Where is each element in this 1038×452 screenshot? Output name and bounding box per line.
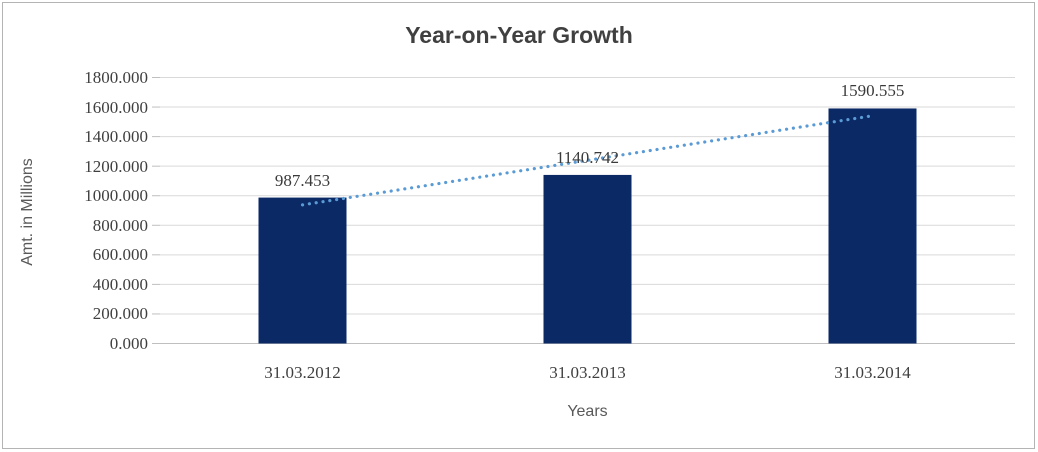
bar-value-label: 1140.742: [555, 147, 620, 167]
x-axis-title: Years: [567, 403, 608, 420]
y-tick-label: 400.000: [92, 274, 148, 294]
bar-value-label: 1590.555: [840, 81, 905, 101]
x-tick-label: 31.03.2012: [264, 363, 341, 382]
linear-trendline-dotted: [300, 114, 875, 207]
bar-31.03.2013: [543, 174, 632, 344]
y-tick-label: 800.000: [92, 215, 148, 235]
bar-31.03.2014: [828, 108, 917, 344]
y-tick-label: 1400.000: [84, 127, 148, 147]
y-tick-label: 200.000: [92, 304, 148, 324]
x-tick-label: 31.03.2014: [834, 363, 911, 382]
y-tick-label: 1600.000: [84, 97, 148, 117]
y-tick-label: 1000.000: [84, 186, 148, 206]
chart-title: Year-on-Year Growth: [405, 22, 633, 48]
plot-area: [152, 77, 1015, 344]
bar-31.03.2012: [258, 197, 347, 344]
bar-value-label: 987.453: [274, 170, 331, 190]
x-tick-label: 31.03.2013: [549, 363, 626, 382]
y-tick-label: 1200.000: [84, 156, 148, 176]
y-tick-label: 1800.000: [84, 68, 148, 87]
y-tick-label: 0.000: [109, 334, 148, 353]
y-tick-label: 600.000: [92, 245, 148, 265]
